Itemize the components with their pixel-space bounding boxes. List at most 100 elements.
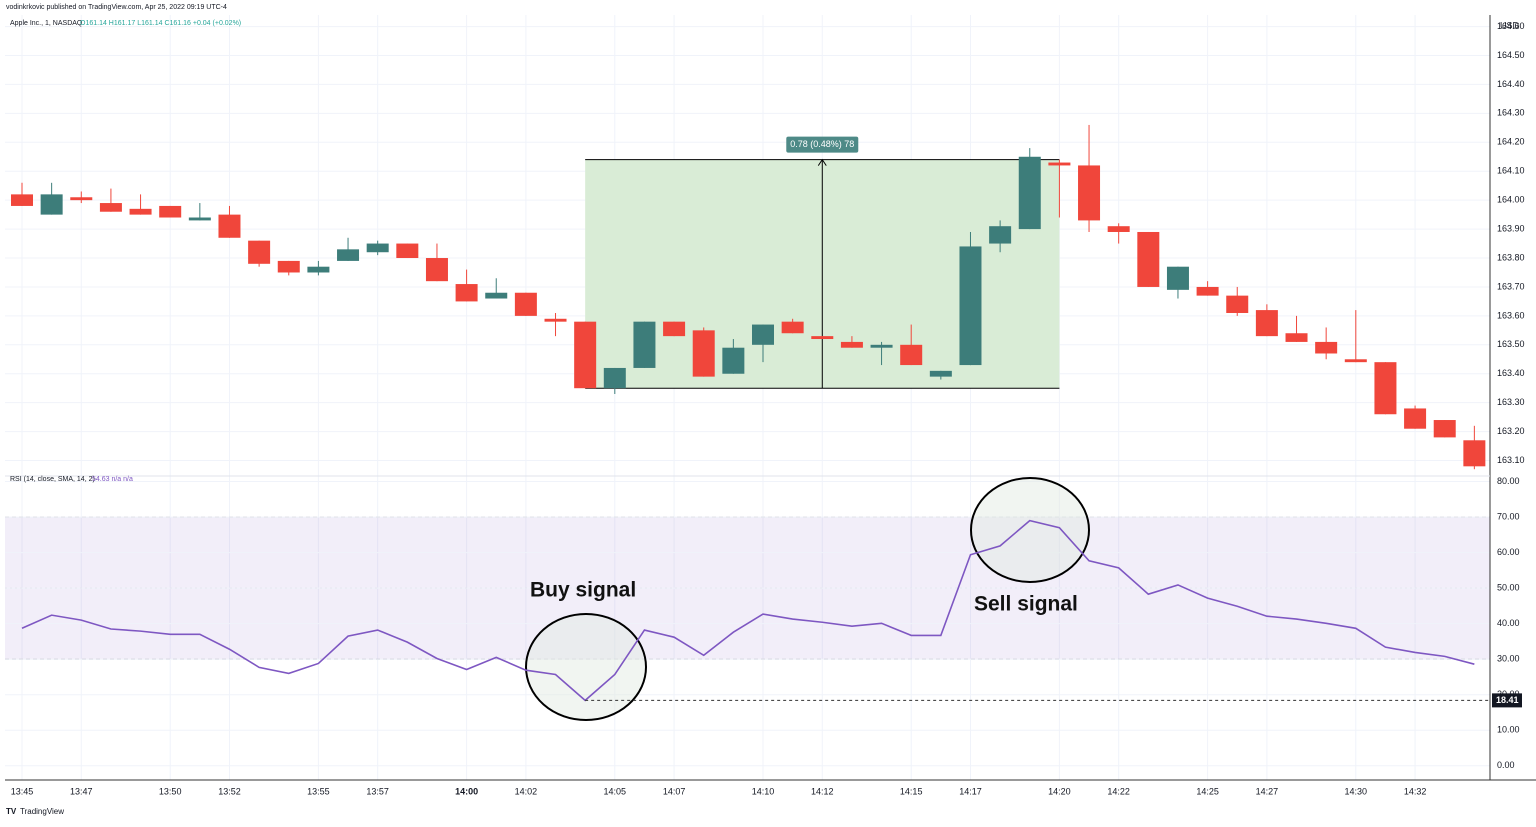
candle-body	[485, 292, 508, 299]
x-tick-label: 14:32	[1404, 786, 1427, 796]
candle-body	[514, 292, 537, 316]
candle-body	[1404, 408, 1427, 429]
background-layer	[5, 15, 1490, 780]
candle-body	[989, 226, 1012, 244]
x-tick-label: 13:50	[159, 786, 182, 796]
candle-body	[692, 330, 715, 377]
candle-body	[40, 194, 63, 215]
y-tick-label: 60.00	[1497, 547, 1520, 557]
candle-body	[11, 194, 33, 206]
y-tick-label: 164.30	[1497, 108, 1525, 118]
candle-body	[900, 344, 923, 366]
x-tick-label: 13:45	[11, 786, 34, 796]
candle-body	[544, 318, 567, 322]
candle-body	[1107, 226, 1130, 232]
x-tick-label: 14:27	[1256, 786, 1279, 796]
candle-body	[307, 266, 330, 273]
y-tick-label: 163.90	[1497, 223, 1525, 233]
candle-body	[1137, 231, 1160, 287]
y-tick-label: 0.00	[1497, 760, 1515, 770]
x-tick-label: 13:57	[366, 786, 389, 796]
candle-body	[1285, 333, 1308, 342]
min-label: 18.41	[1496, 695, 1519, 705]
candle-body	[1166, 266, 1189, 290]
candle-body	[218, 214, 241, 238]
x-tick-label: 14:05	[604, 786, 627, 796]
candle-body	[1433, 420, 1456, 438]
candle-body	[929, 370, 952, 377]
candle-body	[870, 344, 893, 348]
candle-body	[455, 284, 478, 302]
y-tick-label: 30.00	[1497, 654, 1520, 664]
y-tick-label: 80.00	[1497, 476, 1520, 486]
buy-circle	[525, 613, 647, 721]
y-tick-label: 163.10	[1497, 455, 1525, 465]
x-tick-label: 13:47	[70, 786, 93, 796]
y-tick-label: 164.50	[1497, 50, 1525, 60]
rsi-legend-values: 54.63 n/a n/a	[92, 476, 133, 483]
y-tick-label: 40.00	[1497, 618, 1520, 628]
y-tick-label: 164.40	[1497, 79, 1525, 89]
candle-body	[248, 240, 271, 264]
candle-body	[603, 367, 626, 389]
y-tick-label: 70.00	[1497, 511, 1520, 521]
rsi-legend: RSI (14, close, SMA, 14, 2)	[10, 476, 95, 483]
candle-body	[781, 321, 804, 334]
y-tick-label: 163.40	[1497, 368, 1525, 378]
candle-body	[811, 336, 834, 340]
y-tick-label: 164.60	[1497, 21, 1525, 31]
candle-body	[337, 249, 360, 261]
rsi-line	[21, 519, 1475, 702]
x-tick-label: 14:20	[1048, 786, 1071, 796]
sell-annotation: Sell signal	[974, 593, 1078, 616]
candle-body	[1463, 440, 1486, 467]
y-tick-label: 50.00	[1497, 583, 1520, 593]
x-tick-label: 14:07	[663, 786, 686, 796]
x-tick-label: 13:55	[307, 786, 330, 796]
candle-body	[159, 205, 182, 218]
y-tick-label: 164.20	[1497, 137, 1525, 147]
footer-brand: TradingView	[20, 807, 64, 816]
candle-body	[1344, 359, 1367, 363]
candle-body	[1315, 341, 1338, 354]
y-tick-label: 163.20	[1497, 426, 1525, 436]
x-tick-label: 14:17	[959, 786, 982, 796]
x-tick-label: 14:25	[1196, 786, 1219, 796]
candle-body	[1078, 165, 1101, 221]
candle-body	[129, 208, 152, 215]
candle-body	[840, 341, 863, 348]
candle-body	[1018, 156, 1041, 230]
candle-body	[188, 217, 211, 221]
y-tick-label: 163.50	[1497, 339, 1525, 349]
candle-body	[99, 203, 122, 212]
candle-body	[1048, 162, 1071, 166]
arrow-head	[817, 158, 827, 166]
sell-circle	[970, 477, 1090, 583]
candle-body	[70, 197, 93, 201]
x-tick-label: 13:52	[218, 786, 241, 796]
range-label: 0.78 (0.48%) 78	[790, 139, 854, 149]
x-tick-label: 14:30	[1345, 786, 1368, 796]
candle-body	[396, 243, 419, 259]
candle-body	[722, 347, 745, 374]
candle-body	[1374, 362, 1397, 415]
buy-annotation: Buy signal	[530, 579, 636, 602]
candle-body	[633, 321, 656, 368]
y-tick-label: 164.10	[1497, 166, 1525, 176]
x-tick-label: 14:02	[515, 786, 538, 796]
x-tick-label: 14:15	[900, 786, 923, 796]
candle-body	[1255, 310, 1278, 337]
y-tick-label: 163.30	[1497, 397, 1525, 407]
x-tick-label: 14:10	[752, 786, 775, 796]
x-tick-label: 14:12	[811, 786, 834, 796]
min-label-bg	[1492, 693, 1522, 708]
candle-body	[277, 260, 300, 273]
publisher: vodinkrkovic published on TradingView.co…	[6, 4, 227, 11]
candle-body	[1226, 295, 1249, 313]
candle-body	[752, 324, 774, 345]
candle-body	[574, 321, 597, 389]
symbol: Apple Inc., 1, NASDAQ	[10, 20, 83, 27]
ohlc: O161.14 H161.17 L161.14 C161.16 +0.04 (+…	[80, 20, 241, 27]
candle-body	[1196, 286, 1219, 296]
